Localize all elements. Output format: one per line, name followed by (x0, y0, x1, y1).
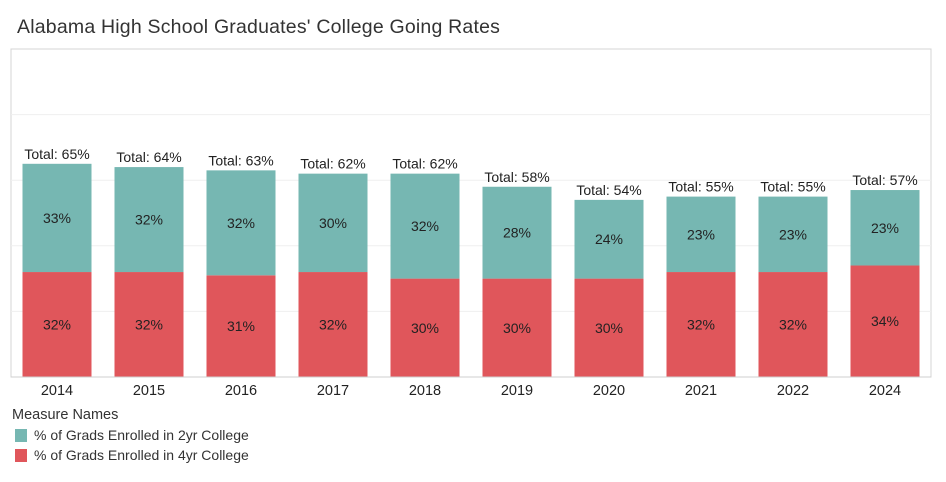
total-label-2021: Total: 55% (668, 179, 733, 195)
legend-swatch-4yr (15, 448, 27, 462)
data-label-4yr-2021: 32% (687, 317, 715, 333)
bar-2yr-2024 (850, 190, 920, 266)
data-label-2yr-2019: 28% (503, 225, 531, 241)
data-label-4yr-2019: 30% (503, 320, 531, 336)
legend-item-4yr[interactable]: % of Grads Enrolled in 4yr College (12, 445, 249, 465)
bar-4yr-2014 (22, 272, 92, 377)
total-label-2020: Total: 54% (576, 182, 641, 198)
data-label-2yr-2016: 32% (227, 215, 255, 231)
x-tick-label-2020: 2020 (593, 383, 625, 399)
data-label-4yr-2022: 32% (779, 317, 807, 333)
x-tick-label-2014: 2014 (41, 383, 73, 399)
data-label-2yr-2021: 23% (687, 226, 715, 242)
bar-2yr-2015 (114, 167, 184, 273)
data-label-2yr-2015: 32% (135, 212, 163, 228)
x-tick-label-2019: 2019 (501, 383, 533, 399)
bar-4yr-2022 (758, 272, 828, 377)
bar-2yr-2022 (758, 196, 828, 273)
bar-4yr-2017 (298, 272, 368, 377)
data-label-2yr-2024: 23% (871, 220, 899, 236)
bar-4yr-2024 (850, 265, 920, 377)
x-tick-label-2018: 2018 (409, 383, 441, 399)
legend-item-2yr[interactable]: % of Grads Enrolled in 2yr College (12, 425, 249, 445)
legend-label-4yr: % of Grads Enrolled in 4yr College (34, 447, 249, 463)
data-label-2yr-2020: 24% (595, 231, 623, 247)
data-label-2yr-2014: 33% (43, 210, 71, 226)
total-label-2014: Total: 65% (24, 146, 89, 162)
legend-label-2yr: % of Grads Enrolled in 2yr College (34, 427, 249, 443)
data-label-2yr-2017: 30% (319, 215, 347, 231)
bar-2yr-2014 (22, 163, 92, 273)
x-tick-label-2024: 2024 (869, 383, 901, 399)
x-tick-label-2015: 2015 (133, 383, 165, 399)
data-label-4yr-2017: 32% (319, 317, 347, 333)
data-label-4yr-2015: 32% (135, 317, 163, 333)
bar-4yr-2019 (482, 278, 552, 377)
bar-4yr-2021 (666, 272, 736, 377)
data-label-4yr-2020: 30% (595, 320, 623, 336)
data-label-2yr-2018: 32% (411, 218, 439, 234)
bar-4yr-2020 (574, 278, 644, 377)
data-label-4yr-2018: 30% (411, 320, 439, 336)
total-label-2016: Total: 63% (208, 152, 273, 168)
legend-title: Measure Names (12, 407, 119, 423)
total-label-2018: Total: 62% (392, 156, 457, 172)
bar-2yr-2016 (206, 170, 276, 276)
data-label-4yr-2014: 32% (43, 317, 71, 333)
x-tick-label-2017: 2017 (317, 383, 349, 399)
bar-4yr-2015 (114, 272, 184, 377)
data-label-2yr-2022: 23% (779, 226, 807, 242)
x-tick-label-2016: 2016 (225, 383, 257, 399)
data-label-4yr-2016: 31% (227, 318, 255, 334)
total-label-2017: Total: 62% (300, 156, 365, 172)
bar-2yr-2019 (482, 186, 552, 279)
bar-4yr-2018 (390, 278, 460, 377)
stacked-bar-chart: 32% 33% Total: 65% 2014 32% 32% Total: 64% 2015… (10, 48, 932, 399)
bar-4yr-2016 (206, 275, 276, 377)
legend: Measure Names % of Grads Enrolled in 2yr… (12, 407, 249, 465)
total-label-2015: Total: 64% (116, 149, 181, 165)
total-label-2019: Total: 58% (484, 169, 549, 185)
bar-2yr-2017 (298, 173, 368, 273)
total-label-2022: Total: 55% (760, 179, 825, 195)
bar-2yr-2020 (574, 199, 644, 279)
x-tick-label-2022: 2022 (777, 383, 809, 399)
data-label-4yr-2024: 34% (871, 313, 899, 329)
bar-2yr-2018 (390, 173, 460, 279)
chart-title: Alabama High School Graduates' College G… (17, 16, 501, 38)
legend-swatch-2yr (15, 428, 27, 442)
bar-2yr-2021 (666, 196, 736, 273)
x-tick-label-2021: 2021 (685, 383, 717, 399)
total-label-2024: Total: 57% (852, 172, 917, 188)
